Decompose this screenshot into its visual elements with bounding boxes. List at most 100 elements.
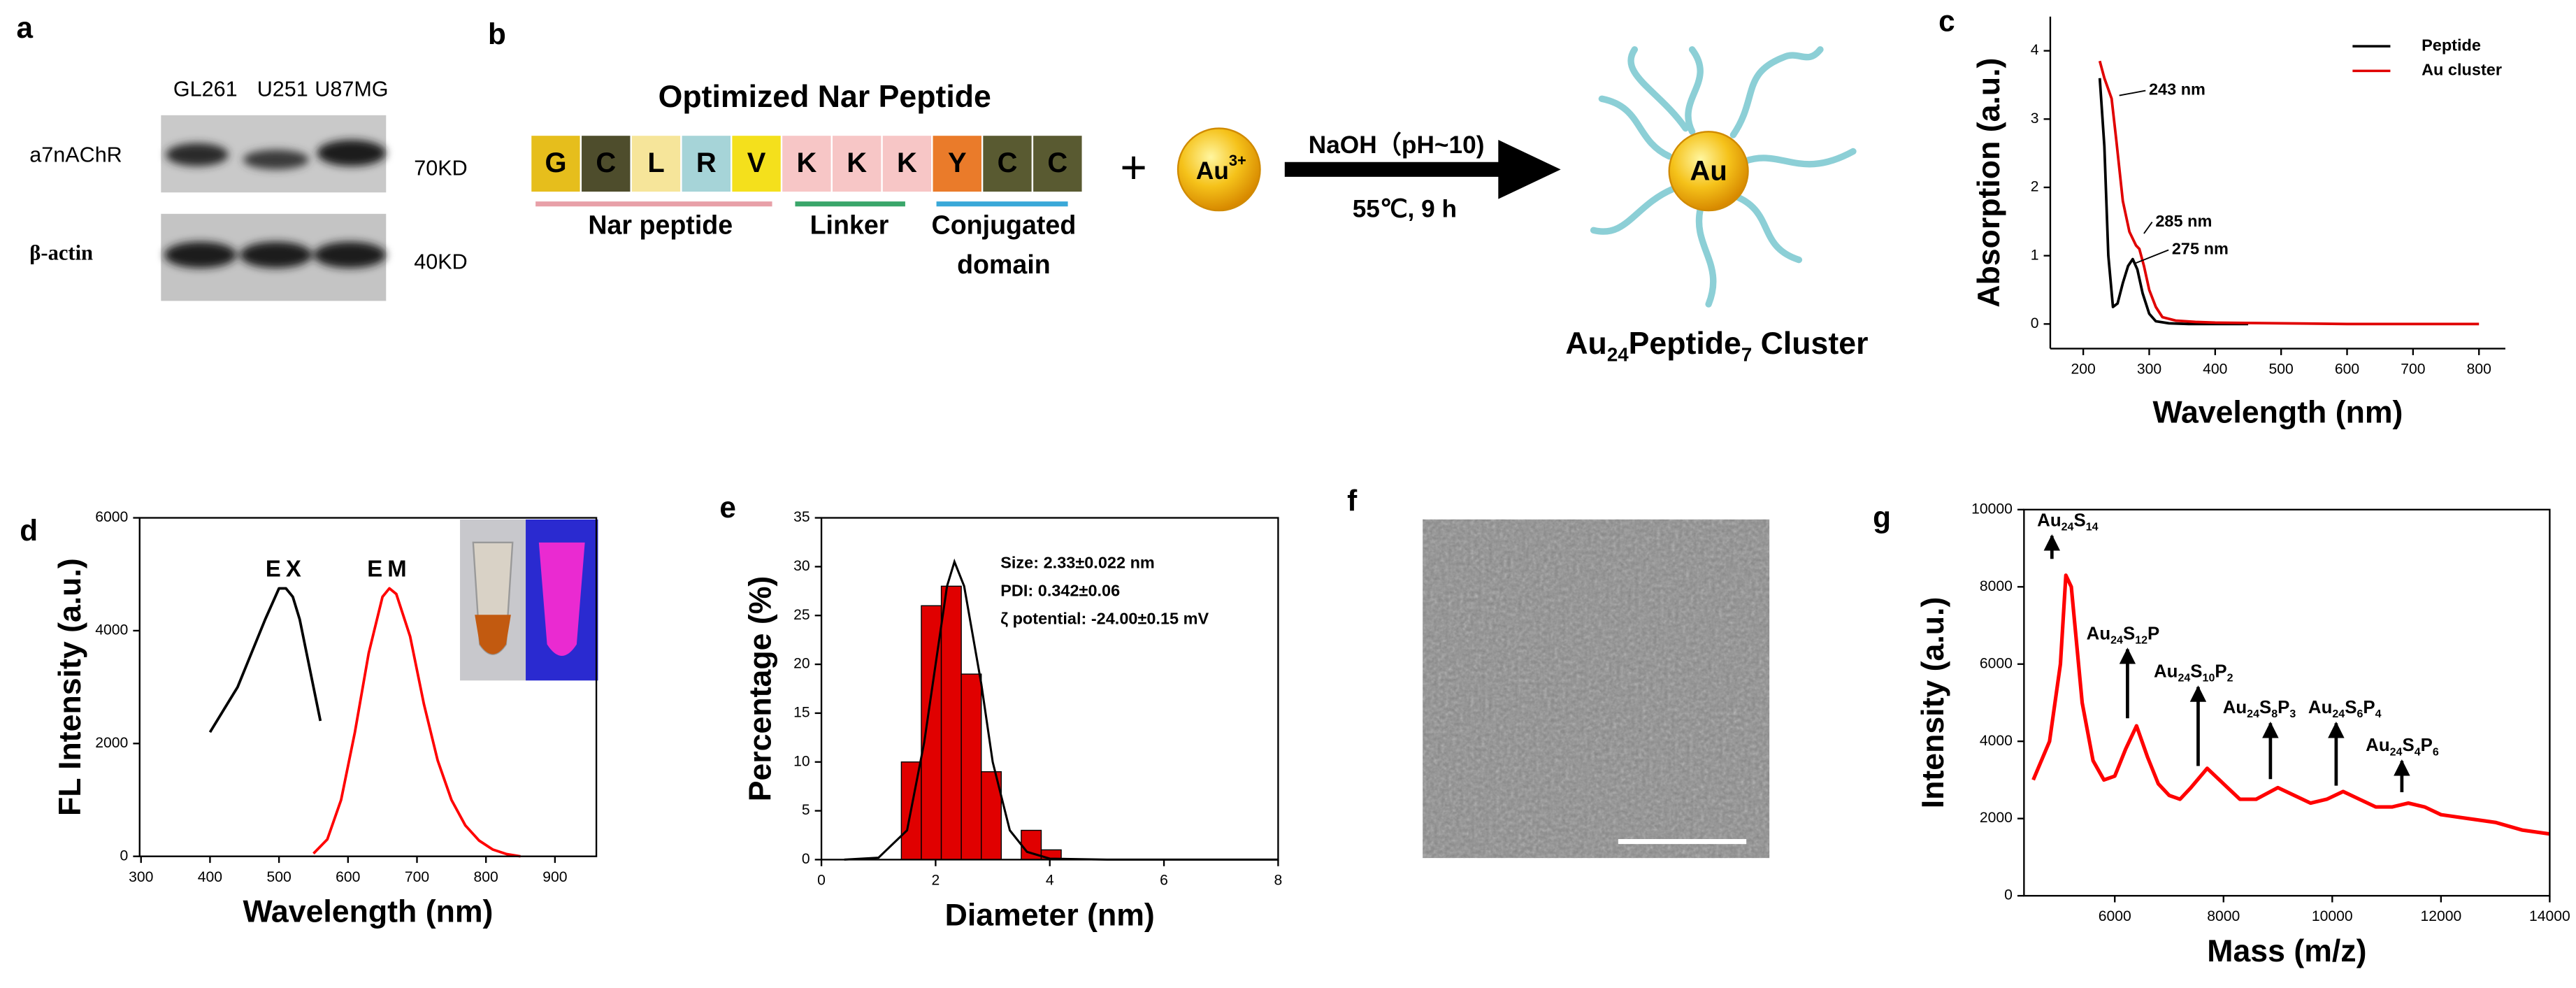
residue-letter: R [696, 148, 717, 178]
series-line [2098, 78, 2248, 326]
text-script: 24 [2110, 634, 2123, 647]
x-tick-label: 400 [198, 869, 222, 885]
panel-label: f [1347, 485, 1358, 517]
text-script: 2 [2227, 672, 2233, 685]
residue-box [630, 134, 682, 194]
annotation: Au24S4P6 [2366, 736, 2439, 758]
y-tick-label: 15 [793, 705, 810, 721]
residue-letter: C [1047, 148, 1067, 178]
text-part: P [2215, 661, 2226, 681]
x-axis-label: Mass (m/z) [2207, 934, 2366, 968]
y-tick-label: 10000 [1971, 501, 2013, 517]
y-tick-label: 20 [793, 656, 810, 672]
annotation-pointer [2135, 249, 2169, 264]
x-tick-label: 6 [1160, 873, 1168, 889]
legend-label: Au cluster [2422, 61, 2502, 79]
y-tick-label: 25 [793, 607, 810, 623]
series-line [2098, 60, 2480, 326]
tem-texture [1423, 519, 1770, 859]
residue-letter: V [747, 148, 766, 178]
annotation: Au24S8P3 [2223, 698, 2296, 720]
legend-label: Peptide [2422, 36, 2481, 54]
annotation: 275 nm [2172, 240, 2229, 258]
condition: 55℃, 9 h [1353, 195, 1457, 222]
vial-fluorescence [538, 542, 585, 656]
y-tick-label: 4000 [1980, 733, 2013, 749]
histogram-bar [940, 585, 962, 861]
annotation: PDI: 0.342±0.06 [1000, 582, 1120, 600]
annotation: EX [266, 555, 306, 581]
residue-letter: K [847, 148, 867, 178]
reaction-arrow-head [1498, 140, 1561, 199]
y-tick-label: 0 [120, 847, 129, 864]
annotation: Size: 2.33±0.022 nm [1000, 554, 1155, 572]
plus-sign: + [1120, 141, 1146, 193]
y-axis-label: Percentage (%) [743, 576, 777, 802]
y-tick-label: 35 [793, 509, 810, 525]
panel-label: g [1873, 501, 1891, 534]
text-script: 10 [2203, 672, 2215, 685]
text-script: 4 [2375, 708, 2382, 720]
x-tick-label: 6000 [2099, 908, 2131, 924]
x-tick-label: 400 [2203, 361, 2227, 378]
text-script: 6 [2356, 708, 2363, 720]
annotation: Au24S6P4 [2308, 698, 2382, 720]
residue-letter: C [596, 148, 616, 178]
text-part: Au [1196, 157, 1229, 185]
x-tick-label: 800 [2467, 361, 2491, 378]
residue-letter: K [897, 148, 917, 178]
residue-box [731, 134, 783, 194]
lane-label: U251 [257, 78, 308, 101]
scheme-title: Optimized Nar Peptide [659, 80, 991, 114]
text-part: S [2402, 736, 2414, 755]
residue-letter: K [796, 148, 816, 178]
text-script: 3 [2289, 708, 2296, 720]
text-script: 3+ [1229, 152, 1246, 169]
text-part: Au [1565, 327, 1607, 361]
x-axis-label: Diameter (nm) [945, 898, 1155, 932]
text-part: P [2147, 624, 2159, 643]
panel-label: d [20, 514, 38, 547]
x-tick-label: 10000 [2312, 908, 2353, 924]
x-tick-label: 14000 [2529, 908, 2570, 924]
segment-label: Nar peptide [588, 210, 733, 240]
x-tick-label: 600 [336, 869, 360, 885]
plot-frame [138, 517, 598, 857]
text-part: S [2345, 698, 2356, 717]
y-axis-label: Intensity (a.u.) [1916, 597, 1950, 809]
gold-ion [1177, 127, 1261, 212]
y-tick-label: 1 [2031, 247, 2039, 263]
residue-box [981, 134, 1034, 194]
text-part: S [2073, 510, 2085, 530]
cluster-core-label: Au [1690, 156, 1727, 187]
text-part: S [2123, 624, 2135, 643]
annotation: Au24S14 [2037, 510, 2098, 533]
text-script: 24 [2390, 746, 2403, 759]
text-part: Au [2154, 661, 2178, 681]
series-line [2031, 573, 2550, 836]
panel-label: e [719, 491, 736, 524]
annotation: Au24S12P [2087, 624, 2160, 646]
residue-letter: Y [948, 148, 967, 178]
y-tick-label: 2000 [95, 735, 128, 751]
x-tick-label: 0 [817, 873, 826, 889]
y-tick-label: 2000 [1980, 810, 2013, 826]
y-tick-label: 8000 [1980, 578, 2013, 594]
x-tick-label: 200 [2071, 361, 2095, 378]
x-tick-label: 700 [2401, 361, 2425, 378]
annotation: 285 nm [2155, 212, 2212, 230]
y-tick-label: 4 [2031, 42, 2039, 58]
blot-bands [164, 140, 387, 269]
annotation: 243 nm [2149, 80, 2206, 99]
x-tick-label: 4 [1046, 873, 1054, 889]
text-part: P [2421, 736, 2433, 755]
annotation: EM [367, 555, 411, 581]
text-part: Au [2087, 624, 2110, 643]
residue-letter: G [545, 148, 566, 178]
y-tick-label: 6000 [95, 509, 128, 525]
residue-box [1031, 134, 1084, 194]
